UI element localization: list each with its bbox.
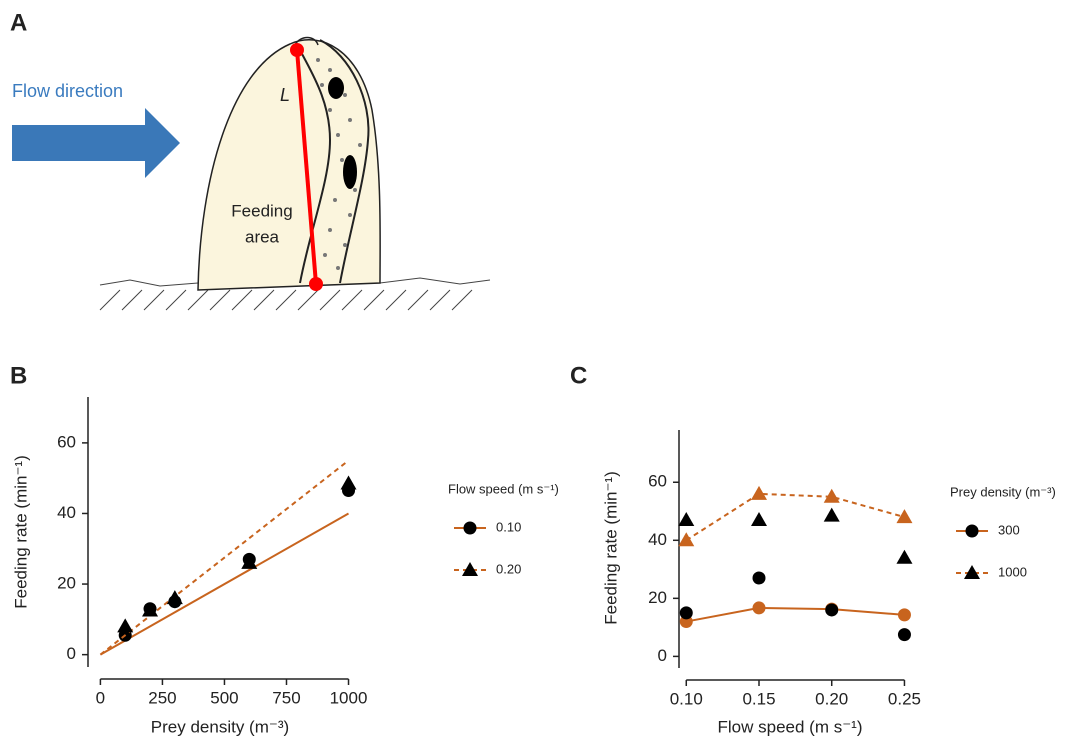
x-tick-label: 500 — [210, 688, 238, 707]
head — [294, 36, 319, 46]
x-tick-label: 250 — [148, 688, 176, 707]
flow-arrow — [12, 108, 180, 178]
legend-label: 1000 — [998, 564, 1027, 579]
length-end — [290, 43, 304, 57]
marker-circle — [752, 601, 766, 615]
y-tick-label: 0 — [658, 646, 667, 665]
x-tick-label: 0.10 — [670, 689, 703, 708]
marker-triangle — [117, 618, 134, 633]
marker-triangle — [964, 565, 980, 579]
marker-triangle — [241, 554, 258, 569]
length-line — [295, 49, 318, 285]
area-label: area — [245, 227, 280, 246]
y-tick-label: 40 — [57, 503, 76, 522]
area-label: Feeding — [231, 201, 292, 220]
marker-triangle — [823, 507, 840, 522]
model-line — [99, 512, 350, 656]
x-tick-label: 750 — [272, 688, 300, 707]
length-end — [309, 277, 323, 291]
legend-title: Flow speed (m s⁻¹) — [448, 481, 559, 496]
length-label: L — [280, 85, 290, 105]
panel-label: B — [10, 362, 27, 389]
marker-circle — [679, 606, 693, 620]
legend-label: 0.10 — [496, 519, 521, 534]
marker-triangle — [142, 602, 159, 617]
x-axis-title: Flow speed (m s⁻¹) — [718, 717, 863, 736]
dots — [316, 58, 362, 270]
marker-triangle — [896, 549, 913, 564]
panel-label: C — [570, 362, 587, 389]
body-outline — [299, 39, 370, 284]
x-tick-label: 1000 — [330, 688, 368, 707]
legend-title: Prey density (m⁻³) — [950, 484, 1056, 499]
marker-triangle — [823, 488, 840, 503]
marker-circle — [825, 603, 839, 617]
x-tick-label: 0 — [96, 688, 105, 707]
marker-triangle — [678, 532, 695, 547]
marker-circle — [463, 521, 477, 535]
y-axis-title: Feeding rate (min⁻¹) — [601, 471, 620, 625]
y-tick-label: 20 — [57, 574, 76, 593]
y-tick-label: 20 — [648, 588, 667, 607]
marker-circle — [897, 628, 911, 642]
panel-label: A — [10, 9, 27, 36]
spot — [328, 77, 344, 99]
model-line — [686, 606, 905, 623]
marker-circle — [897, 608, 911, 622]
marker-triangle — [166, 590, 183, 605]
marker-triangle — [462, 562, 478, 576]
y-tick-label: 60 — [57, 432, 76, 451]
flow-label: Flow direction — [12, 81, 123, 101]
marker-triangle — [340, 475, 357, 490]
legend-label: 300 — [998, 522, 1020, 537]
ground — [99, 277, 491, 311]
y-tick-label: 40 — [648, 530, 667, 549]
marker-triangle — [678, 511, 695, 526]
x-axis-title: Prey density (m⁻³) — [151, 717, 289, 736]
marker-triangle — [896, 509, 913, 524]
x-tick-label: 0.25 — [888, 689, 921, 708]
model-line — [99, 459, 350, 656]
marker-triangle — [751, 485, 767, 500]
model-line — [685, 492, 905, 542]
marker-triangle — [751, 511, 767, 526]
y-axis-title: Feeding rate (min⁻¹) — [11, 455, 30, 609]
y-tick-label: 60 — [648, 472, 667, 491]
marker-circle — [965, 524, 979, 538]
x-tick-label: 0.20 — [815, 689, 848, 708]
spot — [343, 155, 357, 189]
x-tick-label: 0.15 — [742, 689, 775, 708]
legend-label: 0.20 — [496, 561, 521, 576]
marker-circle — [752, 571, 766, 585]
y-tick-label: 0 — [67, 644, 76, 663]
